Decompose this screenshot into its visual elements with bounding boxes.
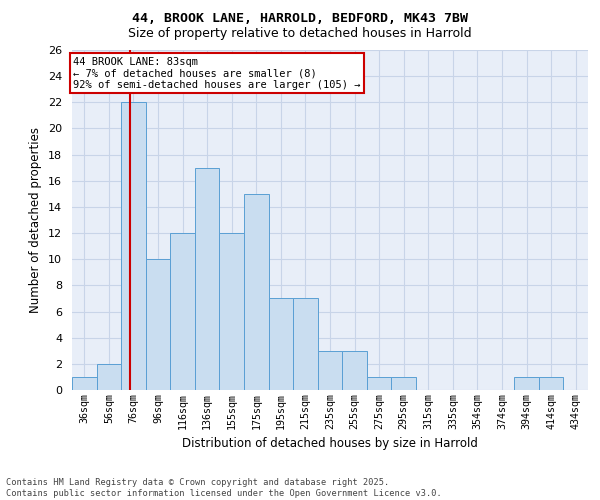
Bar	[367, 377, 391, 390]
Bar	[72, 377, 97, 390]
Text: 44 BROOK LANE: 83sqm
← 7% of detached houses are smaller (8)
92% of semi-detache: 44 BROOK LANE: 83sqm ← 7% of detached ho…	[73, 56, 361, 90]
Bar	[269, 298, 293, 390]
Bar	[195, 168, 220, 390]
Bar	[514, 377, 539, 390]
Y-axis label: Number of detached properties: Number of detached properties	[29, 127, 43, 313]
Bar	[146, 259, 170, 390]
Text: Size of property relative to detached houses in Harrold: Size of property relative to detached ho…	[128, 28, 472, 40]
Bar	[539, 377, 563, 390]
Text: 44, BROOK LANE, HARROLD, BEDFORD, MK43 7BW: 44, BROOK LANE, HARROLD, BEDFORD, MK43 7…	[132, 12, 468, 26]
Bar	[391, 377, 416, 390]
X-axis label: Distribution of detached houses by size in Harrold: Distribution of detached houses by size …	[182, 437, 478, 450]
Bar	[342, 351, 367, 390]
Bar	[220, 233, 244, 390]
Bar	[318, 351, 342, 390]
Bar	[121, 102, 146, 390]
Text: Contains HM Land Registry data © Crown copyright and database right 2025.
Contai: Contains HM Land Registry data © Crown c…	[6, 478, 442, 498]
Bar	[244, 194, 269, 390]
Bar	[293, 298, 318, 390]
Bar	[170, 233, 195, 390]
Bar	[97, 364, 121, 390]
